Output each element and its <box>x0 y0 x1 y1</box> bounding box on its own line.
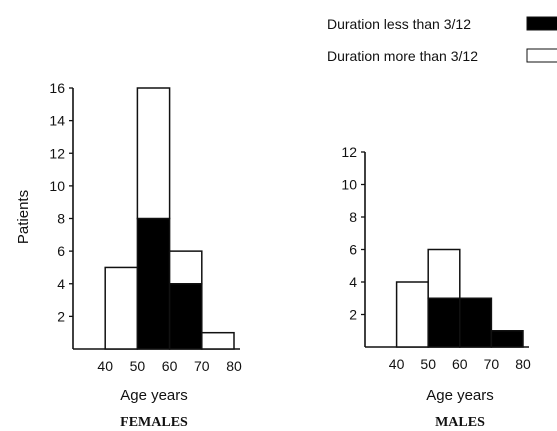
males-x-tick-label: 40 <box>389 356 405 372</box>
females-x-tick-label: 70 <box>194 358 210 374</box>
females-y-tick-label: 8 <box>57 211 65 227</box>
males-x-tick-label: 80 <box>515 356 531 372</box>
females-bars <box>104 87 235 350</box>
legend-swatch-short <box>526 16 557 31</box>
males-x-tick-label: 50 <box>420 356 436 372</box>
females-bar-long <box>136 87 171 220</box>
males-tick-labels: 2 4 6 8 10 12 40 50 60 70 80 <box>341 144 531 372</box>
legend-label-short: Duration less than 3/12 <box>327 16 471 32</box>
females-y-tick-label: 6 <box>57 243 65 259</box>
females-title: FEMALES <box>120 415 188 430</box>
females-x-axis-label: Age years <box>120 387 188 404</box>
females-bar-long <box>104 266 139 350</box>
females-tick-labels: 2 4 6 8 10 12 14 16 40 50 60 70 80 <box>49 80 242 374</box>
females-bar-long <box>201 331 235 350</box>
females-x-tick-label: 40 <box>97 358 113 374</box>
females-bar-short <box>168 283 203 350</box>
females-y-tick-label: 2 <box>57 308 65 324</box>
males-bars <box>395 248 524 348</box>
females-y-tick-label: 10 <box>49 178 65 194</box>
males-y-tick-label: 4 <box>349 274 357 290</box>
females-histogram: 2 4 6 8 10 12 14 16 40 50 60 70 80 Patients Age year… <box>15 80 242 430</box>
females-bar-long <box>168 250 203 285</box>
males-bar-short <box>490 330 524 348</box>
legend-label-long: Duration more than 3/12 <box>327 48 478 64</box>
legend: Duration less than 3/12 Duration more th… <box>327 16 557 64</box>
males-x-tick-label: 60 <box>452 356 468 372</box>
females-x-tick-label: 80 <box>226 358 242 374</box>
females-bar-short <box>136 217 171 350</box>
females-y-tick-label: 12 <box>49 145 65 161</box>
males-bar-long <box>395 281 429 348</box>
males-title: MALES <box>435 415 485 430</box>
males-y-tick-label: 12 <box>341 144 357 160</box>
males-histogram: 2 4 6 8 10 12 40 50 60 70 80 Age years MALES <box>341 144 531 430</box>
males-bar-long <box>427 248 461 299</box>
females-y-tick-label: 14 <box>49 113 65 129</box>
females-x-tick-label: 60 <box>162 358 178 374</box>
legend-swatch-long <box>526 48 557 63</box>
females-y-axis-label: Patients <box>15 190 32 244</box>
males-bar-short <box>427 297 461 348</box>
males-x-tick-label: 70 <box>484 356 500 372</box>
males-y-tick-label: 6 <box>349 242 357 258</box>
females-y-tick-label: 16 <box>49 80 65 96</box>
females-y-tick-label: 4 <box>57 276 65 292</box>
males-y-tick-label: 8 <box>349 209 357 225</box>
males-x-axis-label: Age years <box>426 387 494 404</box>
males-y-tick-label: 10 <box>341 177 357 193</box>
males-bar-short <box>459 297 493 348</box>
males-y-tick-label: 2 <box>349 307 357 323</box>
females-x-tick-label: 50 <box>130 358 146 374</box>
